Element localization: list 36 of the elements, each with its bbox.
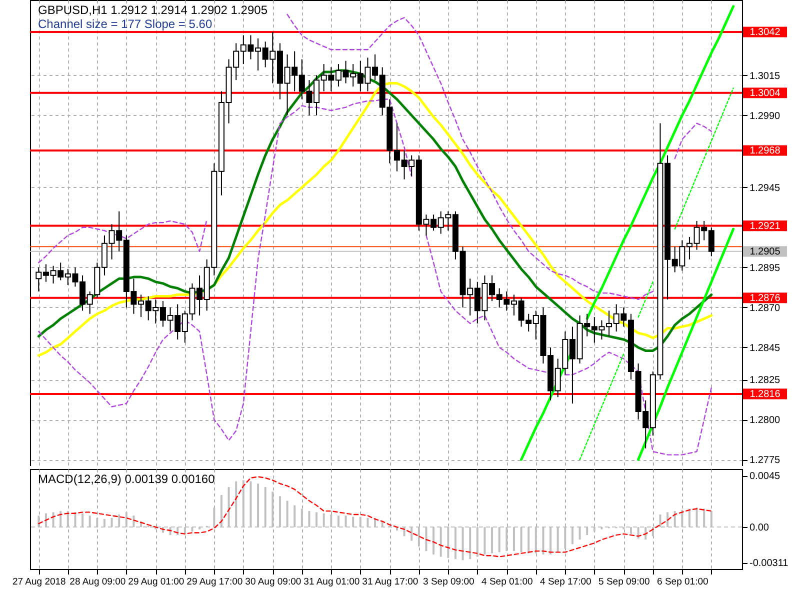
x-tick-label: 30 Aug 09:00 [245,576,302,588]
y-tick-label: 1.2775 [750,455,781,466]
x-tick-label: 31 Aug 01:00 [304,576,360,588]
y-tick-label: 1.2870 [750,302,781,314]
x-tick-label: 4 Sep 17:00 [540,576,592,588]
ref-line-label: 1.3004 [750,88,781,99]
y-tick-label: 1.2825 [750,375,781,386]
ref-line-label: 1.2968 [750,146,781,157]
line-series [38,476,712,558]
x-tick-label: 27 Aug 2018 [12,576,66,588]
ref-line-label: 1.2905 [750,246,781,258]
x-tick-label: 29 Aug 01:00 [128,576,184,588]
y-tick-label: 1.2845 [750,343,781,354]
y-tick-label: 1.2800 [750,415,781,426]
y-tick-label: 1.3015 [750,70,781,82]
x-tick-label: 6 Sep 01:00 [657,576,708,588]
x-tick-label: 29 Aug 17:00 [186,576,243,588]
chart-title: GBPUSD,H1 1.2912 1.2914 1.2902 1.2905 [38,3,268,17]
x-tick-label: 3 Sep 09:00 [423,576,474,588]
x-tick-label: 28 Aug 09:00 [70,576,126,588]
ref-line-label: 1.2816 [750,388,781,400]
y-tick-label: -0.00311 [750,558,789,570]
annotation: Channel size = 177 Slope = 5.60 [38,17,212,31]
y-tick-label: 0.0045 [750,471,781,482]
y-tick-label: 1.2895 [750,262,781,274]
y-tick-label: 1.2945 [750,182,781,194]
ref-line-label: 1.2876 [750,292,781,304]
y-tick-label: 0.00 [750,522,770,534]
x-tick-label: 5 Sep 09:00 [598,576,650,588]
ref-line-label: 1.2921 [750,220,781,232]
x-tick-label: 31 Aug 17:00 [362,576,418,588]
y-tick-label: 1.2990 [750,110,781,122]
x-tick-label: 4 Sep 01:00 [482,576,533,588]
ref-line-label: 1.3042 [750,27,781,38]
chart-title: MACD(12,26,9) 0.00139 0.00160 [38,472,216,486]
line-series [637,228,735,461]
